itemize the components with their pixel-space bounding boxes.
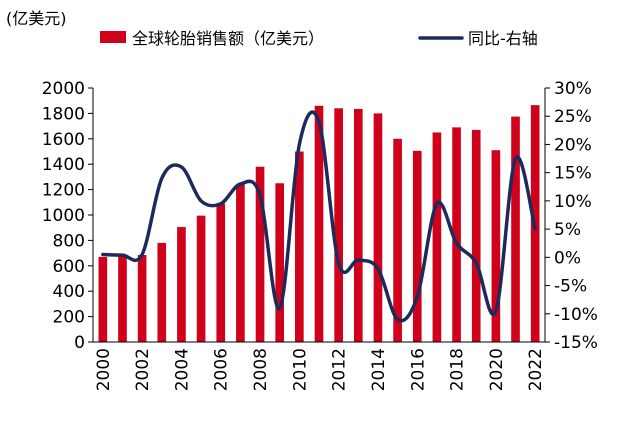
left-tick-label: 600 bbox=[53, 257, 85, 277]
right-tick-label: 5% bbox=[554, 220, 581, 240]
x-tick-label: 2004 bbox=[172, 348, 192, 391]
right-tick-label: 10% bbox=[554, 192, 592, 212]
bar bbox=[236, 184, 245, 342]
bar bbox=[393, 138, 402, 342]
bar bbox=[137, 255, 147, 342]
right-tick-label: -15% bbox=[554, 333, 598, 353]
bar bbox=[177, 227, 186, 342]
bar bbox=[452, 127, 461, 343]
right-tick-label: 15% bbox=[554, 164, 592, 184]
x-tick-label: 2016 bbox=[408, 348, 428, 391]
bar bbox=[255, 166, 265, 342]
left-tick-label: 1200 bbox=[42, 181, 85, 201]
right-axis: -15% -10% -5% 0% 5% 10% 15% 20% 25% 30% bbox=[544, 79, 598, 353]
bar bbox=[196, 215, 206, 342]
right-tick-label: 20% bbox=[554, 135, 592, 155]
line-series bbox=[101, 110, 537, 323]
bar bbox=[295, 151, 304, 342]
right-tick-label: 30% bbox=[554, 79, 592, 99]
bar bbox=[314, 105, 324, 342]
left-tick-label: 1600 bbox=[42, 130, 85, 150]
x-tick-label: 2018 bbox=[448, 348, 468, 391]
left-tick-label: 2000 bbox=[42, 79, 85, 99]
bar bbox=[471, 129, 481, 342]
x-tick-label: 2006 bbox=[212, 348, 232, 391]
bar bbox=[98, 256, 108, 342]
legend: 全球轮胎销售额（亿美元） 同比-右轴 bbox=[100, 29, 538, 48]
x-tick-label: 2000 bbox=[94, 348, 114, 391]
bar bbox=[157, 242, 167, 342]
x-axis: 2000 2002 2004 2006 2008 2010 2012 2014 2016 2018… bbox=[93, 341, 546, 391]
right-tick-label: -5% bbox=[554, 277, 587, 297]
left-tick-label: 200 bbox=[53, 308, 85, 328]
x-tick-label: 2020 bbox=[487, 348, 507, 391]
x-tick-label: 2022 bbox=[526, 348, 546, 391]
x-tick-label: 2014 bbox=[369, 348, 389, 391]
yoy-line bbox=[101, 110, 537, 323]
bar bbox=[373, 113, 383, 343]
left-tick-label: 1800 bbox=[42, 104, 85, 124]
x-tick-label: 2010 bbox=[290, 348, 310, 391]
legend-bar-swatch bbox=[100, 31, 126, 43]
right-tick-label: 0% bbox=[554, 248, 581, 268]
x-tick-label: 2002 bbox=[133, 348, 153, 391]
right-tick-label: -10% bbox=[554, 305, 598, 325]
bar bbox=[491, 150, 501, 342]
left-tick-label: 400 bbox=[53, 282, 85, 302]
bar-series bbox=[98, 105, 540, 343]
left-axis: 0 200 400 600 800 1000 1200 1400 1600 1800 2000 bbox=[42, 79, 94, 353]
bar bbox=[432, 132, 442, 342]
left-tick-label: 1400 bbox=[42, 155, 85, 175]
unit-label: (亿美元) bbox=[6, 9, 67, 28]
left-tick-label: 1000 bbox=[42, 206, 85, 226]
bar bbox=[412, 150, 422, 342]
left-tick-label: 0 bbox=[74, 333, 85, 353]
legend-line-label: 同比-右轴 bbox=[468, 29, 538, 48]
x-tick-label: 2008 bbox=[251, 348, 271, 391]
right-tick-label: 25% bbox=[554, 107, 592, 127]
bar bbox=[511, 116, 520, 342]
left-tick-label: 800 bbox=[53, 231, 85, 251]
bar bbox=[353, 108, 363, 343]
bar bbox=[275, 183, 285, 342]
bar bbox=[334, 108, 343, 342]
bar bbox=[216, 203, 226, 342]
legend-bar-label: 全球轮胎销售额（亿美元） bbox=[132, 29, 324, 48]
bar bbox=[118, 256, 127, 342]
x-tick-label: 2012 bbox=[330, 348, 350, 391]
